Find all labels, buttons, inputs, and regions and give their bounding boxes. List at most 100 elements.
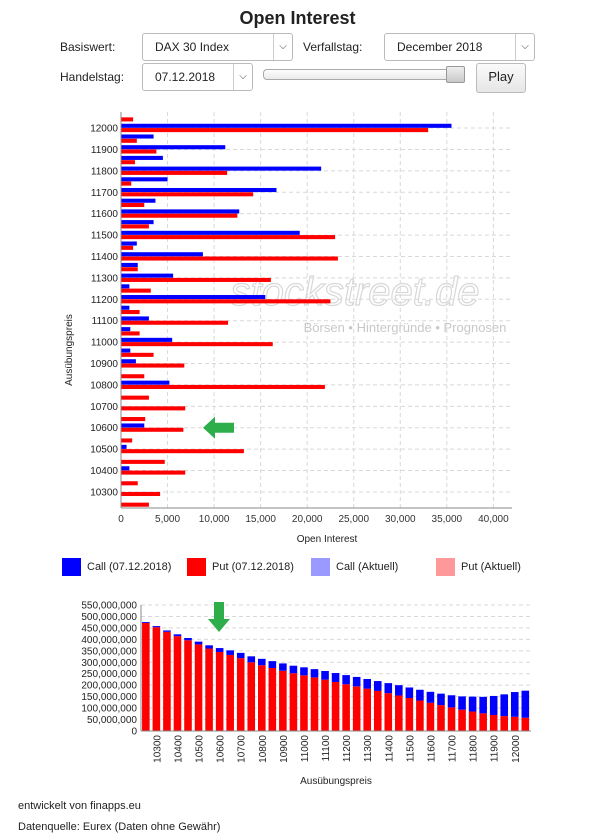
legend-label: Call (Aktuell) (336, 560, 399, 573)
tradeday-label: Handelstag: (60, 70, 125, 84)
legend-item-put-date[interactable]: Put (07.12.2018) (187, 558, 294, 576)
x-tick-label: 20,000 (292, 514, 323, 525)
call-stack-bar (500, 694, 509, 717)
expiry-select[interactable]: December 2018 ⌵ (384, 33, 535, 61)
y-tick-label: 150,000,000 (81, 692, 137, 703)
call-bar (121, 305, 130, 310)
put-stack-bar (468, 711, 477, 731)
put-stack-bar (152, 627, 161, 731)
y-tick-label: 11100 (92, 316, 119, 327)
put-bar (121, 342, 273, 347)
call-stack-bar (479, 696, 487, 714)
legend-item-call-date[interactable]: Call (07.12.2018) (62, 558, 171, 576)
call-bar (121, 145, 226, 150)
x-tick-label: 5,000 (155, 514, 180, 525)
put-bar (121, 288, 151, 293)
put-stack-bar (405, 698, 414, 731)
play-button[interactable]: Play (476, 63, 526, 93)
put-stack-bar (489, 714, 498, 731)
x-tick-label: 15,000 (245, 514, 276, 525)
call-stack-bar (268, 661, 277, 668)
put-bar (121, 481, 138, 486)
call-bar (121, 252, 203, 257)
put-stack-bar (215, 651, 224, 731)
call-bar (121, 209, 240, 214)
call-bar (121, 241, 137, 246)
put-stack-bar (279, 670, 287, 731)
x-tick-label: 10500 (195, 735, 206, 763)
date-slider[interactable] (263, 69, 465, 80)
call-bar (121, 423, 145, 428)
put-bar (121, 395, 149, 400)
call-bar (121, 134, 154, 139)
underlying-select[interactable]: DAX 30 Index ⌵ (142, 33, 293, 61)
x-tick-label: 11400 (384, 735, 395, 763)
y-tick-label: 11900 (91, 145, 119, 156)
call-stack-bar (447, 695, 456, 708)
y-tick-label: 450,000,000 (81, 623, 137, 634)
call-bar (121, 155, 163, 160)
call-stack-bar (426, 691, 435, 703)
x-tick-label: 11600 (426, 735, 437, 763)
put-bar (121, 202, 145, 208)
chevron-down-icon: ⌵ (515, 34, 534, 60)
put-bar (121, 470, 186, 475)
y-tick-label: 11300 (91, 273, 119, 284)
put-bar (121, 213, 238, 218)
put-bar (121, 352, 154, 357)
y-tick-label: 11000 (91, 338, 119, 349)
put-bar (121, 170, 228, 175)
y-tick-label: 11400 (91, 252, 119, 263)
x-tick-label: 12000 (511, 735, 522, 763)
x-tick-label: 10300 (152, 735, 163, 763)
put-bar (121, 245, 134, 250)
call-stack-bar (184, 637, 192, 641)
y-tick-label: 50,000,000 (87, 715, 137, 726)
put-bar (121, 363, 185, 368)
pain-stacked-bar-chart: 050,000,000100,000,000150,000,000200,000… (81, 601, 531, 787)
call-stack-bar (163, 630, 171, 632)
call-bar (121, 337, 173, 342)
put-bar (121, 384, 325, 389)
x-tick-label: 35,000 (432, 514, 463, 525)
call-stack-bar (321, 670, 329, 680)
put-stack-bar (510, 716, 519, 731)
call-stack-bar (521, 690, 530, 718)
put-bar (121, 160, 135, 165)
put-stack-bar (321, 679, 329, 731)
put-stack-bar (342, 684, 350, 731)
put-bar (121, 277, 271, 282)
call-stack-bar (215, 648, 224, 652)
put-bar (121, 256, 338, 261)
legend-item-put-current[interactable]: Put (Aktuell) (436, 558, 521, 576)
y-tick-label: 10600 (90, 423, 118, 434)
x-tick-label: 25,000 (338, 514, 369, 525)
y-tick-label: 0 (131, 727, 137, 738)
tradeday-value: 07.12.2018 (155, 70, 216, 84)
put-stack-bar (363, 688, 371, 731)
put-stack-bar (521, 717, 530, 731)
y-tick-label: 500,000,000 (81, 612, 137, 623)
put-bar (121, 138, 137, 143)
call-bar (121, 380, 170, 385)
y-tick-label: 550,000,000 (81, 601, 137, 612)
y-tick-label: 11500 (91, 231, 119, 242)
call-bar (121, 123, 452, 128)
call-stack-bar (310, 669, 319, 678)
call-bar (121, 262, 138, 267)
call-stack-bar (258, 658, 266, 666)
put-stack-bar (142, 622, 150, 731)
call-stack-bar (510, 692, 519, 717)
legend-item-call-current[interactable]: Call (Aktuell) (311, 558, 398, 576)
put-bar (121, 331, 140, 336)
put-stack-bar (426, 702, 435, 731)
y-tick-label: 10500 (90, 445, 118, 456)
y-tick-label: 250,000,000 (81, 669, 137, 680)
call-stack-bar (489, 695, 498, 715)
tradeday-select[interactable]: 07.12.2018 ⌵ (142, 63, 253, 91)
date-slider-handle[interactable] (446, 66, 465, 83)
call-stack-bar (289, 665, 298, 674)
put-bar (121, 459, 165, 464)
call-stack-bar (142, 621, 150, 623)
call-stack-bar (416, 689, 424, 701)
